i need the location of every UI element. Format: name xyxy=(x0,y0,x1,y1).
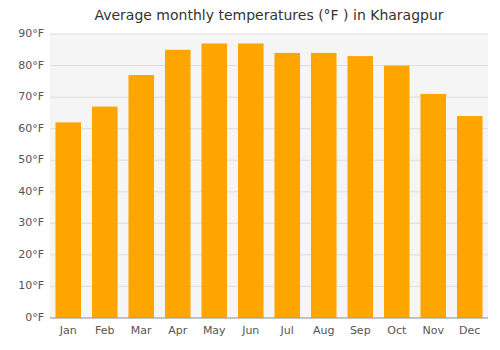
x-tick-label: Jan xyxy=(59,324,77,337)
chart: 0°F 10°F 20°F 30°F 40°F 50°F 60°F 70°F 80°F 90°F J… xyxy=(0,0,500,350)
x-tick-label: Oct xyxy=(387,324,407,337)
y-tick-label: 50°F xyxy=(18,153,44,166)
y-tick-label: 10°F xyxy=(18,279,44,292)
bar xyxy=(92,107,118,318)
grid-line xyxy=(50,318,488,319)
y-tick-label: 40°F xyxy=(18,185,44,198)
y-tick-label: 70°F xyxy=(18,90,44,103)
y-tick-label: 60°F xyxy=(18,122,44,135)
y-tick-label: 90°F xyxy=(18,27,44,40)
bar xyxy=(238,43,264,318)
grid-line xyxy=(50,65,488,66)
grid xyxy=(50,34,488,318)
x-tick-label: Aug xyxy=(313,324,334,337)
bar xyxy=(165,50,191,318)
grid-line xyxy=(50,34,488,35)
title: Average monthly temperatures (°F ) in Kh… xyxy=(94,7,443,23)
x-tick-label: Apr xyxy=(168,324,188,337)
bar xyxy=(347,56,373,318)
x-tick-label: Sep xyxy=(350,324,371,337)
bar xyxy=(420,94,446,318)
x-tick-label: Nov xyxy=(423,324,445,337)
plot-area xyxy=(50,34,488,318)
x-tick-label: Jul xyxy=(280,324,294,337)
y-tick-label: 80°F xyxy=(18,59,44,72)
y-axis: 0°F 10°F 20°F 30°F 40°F 50°F 60°F 70°F 80°F 90°F xyxy=(18,27,44,324)
x-axis: Jan Feb Mar Apr May Jun Jul Aug Sep Oct Nov Dec xyxy=(50,318,488,337)
bar xyxy=(274,53,300,318)
bar xyxy=(128,75,154,318)
x-tick-label: Feb xyxy=(95,324,114,337)
x-tick-label: Dec xyxy=(459,324,480,337)
bar xyxy=(201,43,227,318)
x-tick-label: Jun xyxy=(241,324,259,337)
x-tick-label: May xyxy=(203,324,226,337)
bar xyxy=(55,122,81,318)
y-tick-label: 0°F xyxy=(25,311,44,324)
x-axis-line xyxy=(50,318,488,319)
bars xyxy=(55,43,482,318)
bar xyxy=(457,116,483,318)
y-tick-label: 20°F xyxy=(18,248,44,261)
bar xyxy=(384,66,410,318)
y-tick-label: 30°F xyxy=(18,216,44,229)
bar xyxy=(311,53,337,318)
x-tick-label: Mar xyxy=(131,324,152,337)
